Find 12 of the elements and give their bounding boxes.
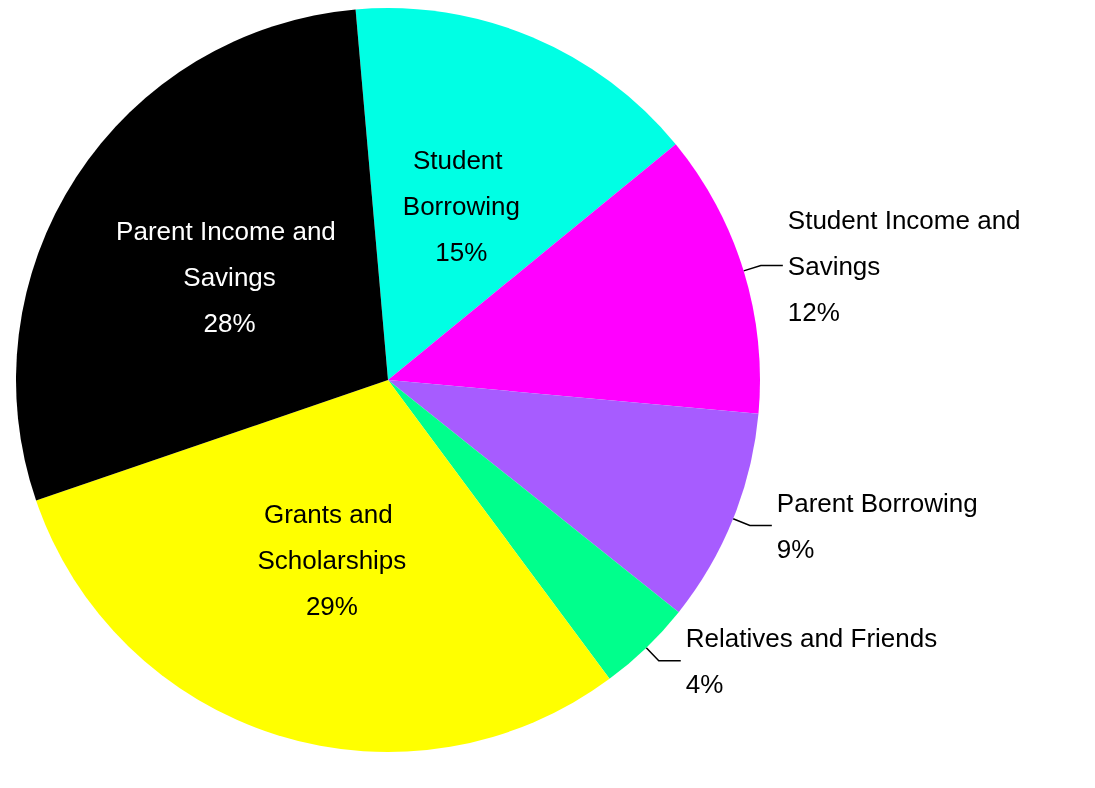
data-label: 9%	[776, 533, 815, 564]
slice-label: Student Borrowing	[402, 144, 520, 221]
slice-label: Grants and Scholarships	[257, 499, 407, 576]
data-label: 12%	[787, 296, 840, 327]
slice-label: Parent Borrowing	[776, 487, 978, 518]
slice-label: Student Income and Savings	[787, 204, 1028, 281]
slice-label: Relatives and Friends	[685, 622, 938, 653]
slice-label: Parent Income and Savings	[116, 215, 344, 292]
data-label: 29%	[305, 591, 358, 622]
data-label: 15%	[435, 236, 488, 267]
data-label: 4%	[685, 668, 724, 699]
data-label: 28%	[203, 307, 256, 338]
